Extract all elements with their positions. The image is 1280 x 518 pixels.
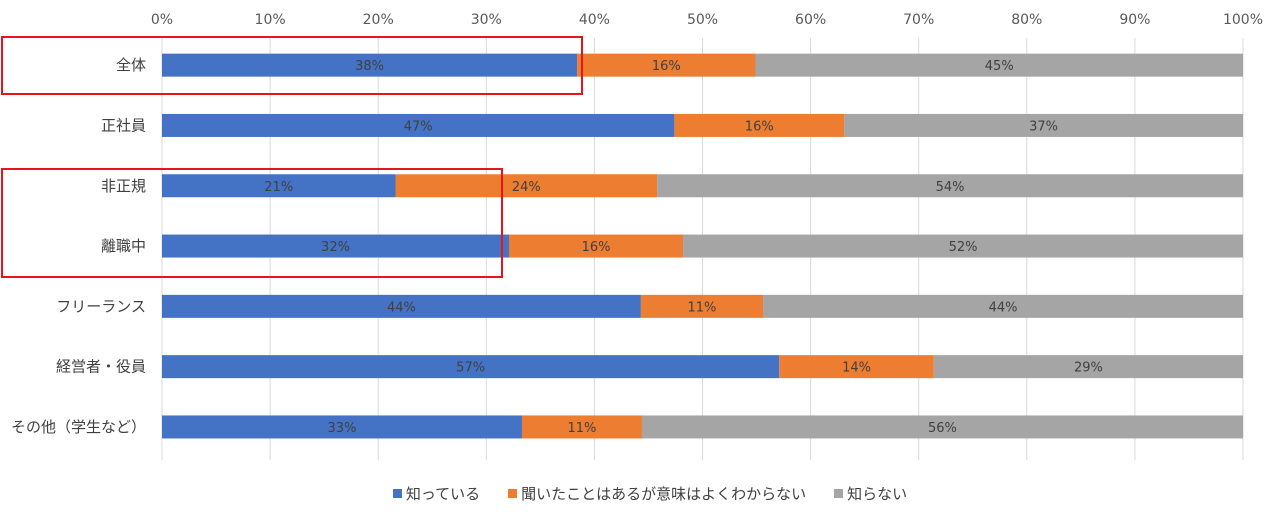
- bar-segment: [162, 355, 780, 379]
- bar-segment: [641, 415, 1243, 439]
- category-label: 正社員: [101, 116, 146, 134]
- data-label: 57%: [456, 361, 485, 376]
- legend-swatch: [834, 489, 844, 498]
- category-label: フリーランス: [56, 297, 146, 315]
- data-label: 54%: [936, 180, 965, 195]
- bar-segment: [657, 174, 1243, 198]
- data-label: 11%: [568, 421, 597, 436]
- bar-segment: [162, 234, 510, 258]
- data-label: 44%: [989, 300, 1018, 315]
- bar-segment: [162, 415, 522, 439]
- data-label: 47%: [404, 119, 433, 134]
- x-tick-label: 90%: [1119, 12, 1150, 28]
- x-tick-label: 20%: [363, 12, 394, 28]
- data-label: 52%: [949, 240, 978, 255]
- data-label: 56%: [928, 421, 957, 436]
- bar-segment: [162, 174, 396, 198]
- data-label: 11%: [688, 300, 717, 315]
- bar-segment: [577, 53, 756, 77]
- legend-item-dont-know: 知らない: [834, 483, 907, 504]
- x-tick-label: 80%: [1011, 12, 1042, 28]
- data-label: 45%: [985, 59, 1014, 74]
- legend-item-know: 知っている: [392, 483, 481, 504]
- category-label: 全体: [116, 56, 146, 74]
- legend-swatch: [508, 489, 518, 498]
- x-tick-label: 70%: [903, 12, 934, 28]
- bar-segment: [844, 113, 1243, 137]
- legend-label: 知っている: [405, 485, 481, 503]
- bar-segment: [162, 53, 578, 77]
- x-tick-label: 10%: [255, 12, 286, 28]
- x-tick-label: 40%: [579, 12, 610, 28]
- x-tick-label: 50%: [687, 12, 718, 28]
- x-tick-label: 30%: [471, 12, 502, 28]
- bar-segment: [674, 113, 845, 137]
- x-tick-label: 0%: [151, 12, 173, 28]
- bar-segment: [683, 234, 1243, 258]
- highlight-box-nonregular-unemployed: [1, 168, 503, 278]
- data-label: 16%: [582, 240, 611, 255]
- legend: 知っている 聞いたことはあるが意味はよくわからない 知らない: [0, 483, 1280, 504]
- legend-label: 聞いたことはあるが意味はよくわからない: [521, 485, 807, 503]
- bar-segment: [763, 294, 1243, 318]
- bar-segment: [933, 355, 1243, 379]
- category-label: 非正規: [101, 177, 146, 195]
- data-label: 21%: [264, 180, 293, 195]
- bar-segment: [162, 294, 641, 318]
- bar-segment: [521, 415, 642, 439]
- data-label: 33%: [328, 421, 357, 436]
- bar-segment: [755, 53, 1243, 77]
- legend-item-heard: 聞いたことはあるが意味はよくわからない: [508, 483, 806, 504]
- data-label: 16%: [745, 119, 774, 134]
- data-label: 38%: [355, 59, 384, 74]
- data-label: 14%: [842, 361, 871, 376]
- data-label: 16%: [652, 59, 681, 74]
- legend-swatch: [392, 489, 402, 498]
- x-tick-label: 60%: [795, 12, 826, 28]
- data-label: 29%: [1074, 361, 1103, 376]
- legend-label: 知らない: [847, 485, 908, 503]
- data-label: 24%: [512, 180, 541, 195]
- category-label: 離職中: [101, 237, 146, 255]
- x-tick-label: 100%: [1223, 12, 1263, 28]
- data-label: 37%: [1029, 119, 1058, 134]
- category-label: その他（学生など）: [11, 418, 146, 436]
- highlight-box-overall: [1, 36, 583, 95]
- bar-segment: [162, 113, 675, 137]
- bar-segment: [509, 234, 684, 258]
- bar-segment: [640, 294, 764, 318]
- data-label: 32%: [321, 240, 350, 255]
- data-label: 44%: [387, 300, 416, 315]
- bar-segment: [395, 174, 658, 198]
- bar-segment: [779, 355, 934, 379]
- category-label: 経営者・役員: [56, 358, 146, 376]
